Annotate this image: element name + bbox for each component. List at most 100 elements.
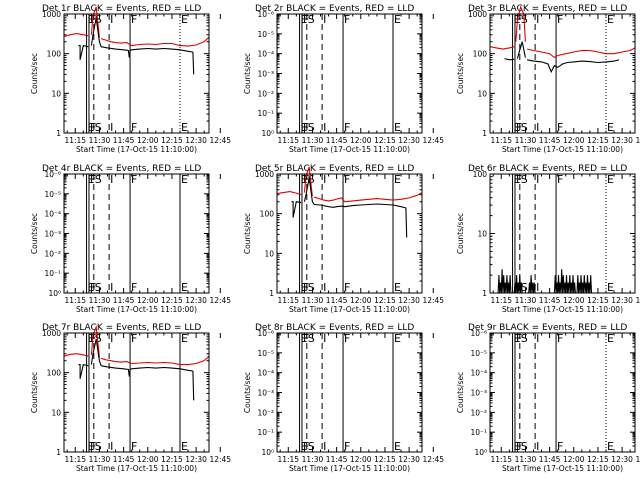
- marker-label-bottom: F: [131, 440, 137, 453]
- x-axis-label: Start Time (17-Oct-15 11:10:00): [289, 145, 410, 154]
- x-tick-label: 11:15: [64, 136, 86, 145]
- panel-title: Det 5r BLACK = Events, RED = LLD: [255, 164, 414, 174]
- x-tick-label: 12:00: [137, 455, 159, 464]
- y-tick-label: 10⁻⁴: [470, 369, 487, 378]
- x-tick-label: 11:30: [89, 136, 111, 145]
- x-tick-label: 12:00: [563, 136, 585, 145]
- x-tick-label: 12:00: [563, 455, 585, 464]
- marker-label-top: I: [110, 13, 113, 26]
- x-tick-label: 11:15: [490, 455, 512, 464]
- marker-label-top: S: [521, 332, 528, 345]
- plot-frame: [489, 173, 636, 294]
- marker-label-bottom: S: [521, 440, 528, 453]
- x-tick-label: 11:15: [490, 296, 512, 305]
- panel-det-8r: Det 8r BLACK = Events, RED = LLDEEFFSSII…: [243, 323, 444, 473]
- x-tick-label: 12:30: [611, 136, 633, 145]
- y-tick-label: 1000: [468, 10, 487, 19]
- marker-label-bottom: I: [323, 281, 326, 294]
- marker-label-bottom: F: [344, 281, 350, 294]
- x-tick-label: 12:45: [209, 455, 231, 464]
- marker-label-top: E: [301, 13, 308, 26]
- x-tick-label: 11:45: [326, 455, 348, 464]
- y-axis-label: Counts/sec: [456, 372, 465, 413]
- y-tick-label: 10⁻³: [44, 230, 61, 239]
- marker-label-top: E: [607, 13, 614, 26]
- marker-label-top: S: [95, 13, 102, 26]
- marker-label-top: E: [607, 332, 614, 345]
- marker-label-top: F: [131, 332, 137, 345]
- series-lld-line: [276, 191, 302, 196]
- marker-label-top: F: [516, 173, 522, 186]
- series-lld-line: [90, 6, 100, 38]
- x-tick-label: 12:00: [137, 136, 159, 145]
- x-tick-label: 12:15: [161, 296, 183, 305]
- marker-label-top: E: [88, 332, 95, 345]
- y-tick-label: 10: [477, 230, 487, 239]
- y-tick-label: 10⁻²: [257, 89, 274, 98]
- series-lld-line: [100, 36, 210, 47]
- x-tick-label: 11:30: [89, 455, 111, 464]
- marker-label-top: F: [303, 332, 309, 345]
- marker-label-bottom: E: [301, 121, 308, 134]
- y-tick-label: 10⁻⁵: [44, 190, 61, 199]
- marker-label-bottom: E: [301, 440, 308, 453]
- marker-label-top: S: [95, 173, 102, 186]
- y-axis-label: Counts/sec: [456, 213, 465, 254]
- marker-label-bottom: F: [303, 281, 309, 294]
- x-tick-label: 11:30: [302, 296, 324, 305]
- x-tick-label: 12:00: [350, 296, 372, 305]
- x-tick-label: 12:30: [611, 296, 633, 305]
- y-tick-label: 100: [47, 50, 62, 59]
- marker-label-bottom: F: [90, 440, 96, 453]
- y-tick-label: 10⁻⁴: [257, 50, 274, 59]
- y-axis-label: Counts/sec: [243, 53, 252, 94]
- x-tick-label: 12:30: [398, 136, 420, 145]
- x-tick-label: 11:15: [277, 136, 299, 145]
- y-tick-label: 10⁻³: [470, 389, 487, 398]
- series-events-line: [526, 59, 620, 74]
- plot-frame: [489, 13, 636, 134]
- y-tick-label: 10⁻¹: [257, 109, 274, 118]
- x-axis-label: Start Time (17-Oct-15 11:10:00): [289, 305, 410, 314]
- series-lld-line: [63, 33, 89, 38]
- y-tick-label: 10⁻¹: [44, 269, 61, 278]
- x-tick-label: 11:45: [113, 455, 135, 464]
- series-events-line: [100, 46, 193, 58]
- y-tick-label: 1: [56, 448, 61, 457]
- y-tick-label: 10⁰: [261, 129, 274, 138]
- x-tick-label: 11:45: [539, 455, 561, 464]
- marker-label-bottom: F: [557, 440, 563, 453]
- x-tick-label: 12:45: [635, 136, 640, 145]
- y-tick-label: 10: [51, 408, 61, 417]
- x-tick-label: 12:45: [635, 455, 640, 464]
- marker-label-top: I: [323, 173, 326, 186]
- marker-label-top: F: [557, 13, 563, 26]
- panel-det-4r: Det 4r BLACK = Events, RED = LLDEEFFSSII…: [30, 164, 231, 314]
- y-tick-label: 10⁻⁶: [257, 329, 274, 338]
- marker-label-top: I: [110, 332, 113, 345]
- x-tick-label: 12:30: [185, 455, 207, 464]
- marker-label-top: F: [344, 173, 350, 186]
- series-lld-line: [90, 325, 100, 358]
- panel-title: Det 9r BLACK = Events, RED = LLD: [468, 323, 627, 333]
- x-tick-label: 12:15: [587, 455, 609, 464]
- x-tick-label: 12:00: [350, 136, 372, 145]
- y-tick-label: 10⁻³: [257, 70, 274, 79]
- panel-title: Det 7r BLACK = Events, RED = LLD: [42, 323, 201, 333]
- marker-label-top: F: [557, 332, 563, 345]
- marker-label-bottom: F: [303, 121, 309, 134]
- marker-label-bottom: F: [131, 281, 137, 294]
- marker-label-bottom: E: [514, 121, 521, 134]
- x-tick-label: 11:30: [515, 136, 537, 145]
- plot-frame: [63, 332, 210, 453]
- marker-label-top: F: [344, 332, 350, 345]
- y-axis-label: Counts/sec: [30, 372, 39, 413]
- series-lld-line: [303, 166, 313, 196]
- panel-title: Det 4r BLACK = Events, RED = LLD: [42, 164, 201, 174]
- y-axis-label: Counts/sec: [30, 213, 39, 254]
- x-tick-label: 12:45: [209, 136, 231, 145]
- x-tick-label: 12:15: [587, 136, 609, 145]
- marker-label-bottom: S: [308, 281, 315, 294]
- x-tick-label: 12:45: [209, 296, 231, 305]
